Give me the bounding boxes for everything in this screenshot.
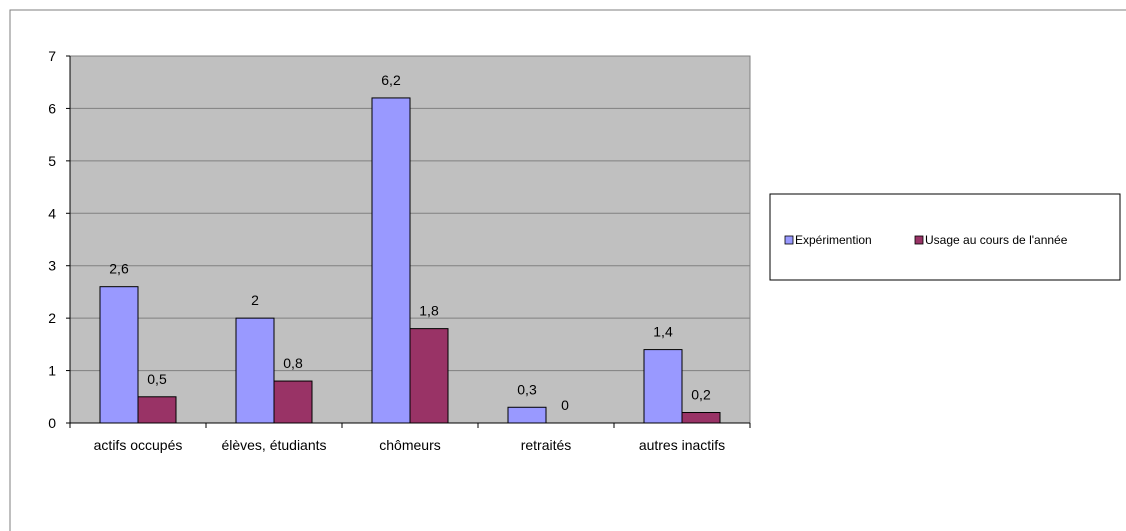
data-label: 0,8	[283, 355, 303, 371]
data-label: 0,2	[691, 387, 711, 403]
data-label: 0	[561, 397, 569, 413]
bars	[99, 97, 721, 424]
data-label: 2	[251, 292, 259, 308]
data-labels: 2,6 0,5 2 0,8 6,2 1,8 0,3 0 1,4 0,2	[109, 72, 711, 413]
bar-experimentation	[371, 97, 411, 424]
bar-experimentation	[99, 286, 139, 424]
data-label: 1,8	[419, 303, 439, 319]
y-tick-label: 0	[48, 415, 56, 431]
y-tick-label: 3	[48, 258, 56, 274]
y-tick-label: 1	[48, 363, 56, 379]
legend-swatch-experimentation	[784, 235, 794, 245]
legend-swatch-usage	[914, 235, 924, 245]
data-label: 1,4	[653, 324, 673, 340]
data-label: 0,3	[517, 381, 537, 397]
x-tick-label: retraités	[521, 437, 572, 453]
y-tick-label: 6	[48, 100, 56, 116]
x-tick-label: élèves, étudiants	[221, 437, 326, 453]
y-tick-label: 7	[48, 48, 56, 64]
legend-label-experimentation: Expérimention	[795, 233, 872, 247]
data-label: 2,6	[109, 261, 129, 277]
legend-label-usage: Usage au cours de l'année	[925, 233, 1068, 247]
legend-box	[769, 193, 1121, 281]
y-axis: 0 1 2 3 4 5 6 7	[48, 48, 71, 431]
data-label: 0,5	[147, 371, 167, 387]
bar-usage	[681, 412, 721, 424]
x-tick-label: autres inactifs	[639, 437, 725, 453]
bar-usage	[273, 380, 313, 424]
bar-usage	[137, 396, 177, 424]
y-tick-label: 4	[48, 205, 56, 221]
x-tick-label: actifs occupés	[94, 437, 183, 453]
x-axis: actifs occupés élèves, étudiants chômeurs r…	[69, 422, 751, 453]
y-tick-label: 5	[48, 153, 56, 169]
bar-experimentation	[507, 406, 547, 424]
bar-experimentation	[643, 349, 683, 424]
bar-experimentation	[235, 317, 275, 424]
y-tick-label: 2	[48, 310, 56, 326]
legend: Expérimention Usage au cours de l'année	[769, 193, 1121, 281]
bar-usage	[409, 328, 449, 424]
x-tick-label: chômeurs	[379, 437, 440, 453]
data-label: 6,2	[381, 72, 401, 88]
